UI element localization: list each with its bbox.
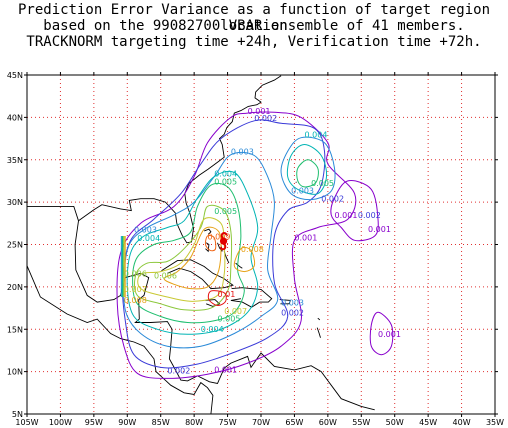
contour-label: 0.001 <box>294 233 317 242</box>
contour-label: 0.006 <box>154 271 177 280</box>
x-tick-label: 35W <box>486 418 504 427</box>
x-tick-label: 55W <box>352 418 370 427</box>
x-tick-label: 80W <box>185 418 203 427</box>
contour-label: 0.003 <box>231 148 254 157</box>
contour-line <box>133 204 233 311</box>
axis-ticks: 105W 100W 95W 90W 85W 80W 75W 70W 65W 60W 55W 50W 45… <box>7 71 504 427</box>
contour-label: 0.005 <box>214 177 237 186</box>
x-tick-label: 45W <box>419 418 437 427</box>
coastline <box>235 262 243 269</box>
storm-marker-layer <box>219 232 228 251</box>
contour-label: 0.002 <box>281 309 304 318</box>
contour-line <box>204 235 217 252</box>
coastline <box>316 327 321 338</box>
contour-label: 0.005 <box>214 207 237 216</box>
coastline <box>279 299 292 305</box>
plot-title-line-1: Prediction Error Variance as a function … <box>17 2 490 34</box>
y-tick-label: 15N <box>7 325 23 334</box>
plot-title-line-2: based on the 99082700 VBAR ensemble of 4… <box>43 18 465 34</box>
contour-label: 0.002 <box>254 114 277 123</box>
y-tick-label: 40N <box>7 113 23 122</box>
contour-line <box>369 311 394 356</box>
contour-line <box>123 151 279 349</box>
contour-line <box>132 182 245 324</box>
hurricane-symbol-arm <box>220 232 228 239</box>
contour-label: 0.01 <box>218 290 236 299</box>
coastline <box>317 317 321 321</box>
contour-line <box>296 159 319 188</box>
x-tick-label: 40W <box>453 418 471 427</box>
hurricane-symbol-arm <box>219 243 227 251</box>
x-tick-label: 50W <box>386 418 404 427</box>
contour-label: 0.001 <box>368 225 391 234</box>
contour-line <box>233 246 256 273</box>
contour-label: 0.004 <box>137 234 160 243</box>
contour-label: 0.008 <box>241 245 264 254</box>
coastline <box>230 287 273 308</box>
lat-lon-grid <box>27 75 495 414</box>
x-tick-label: 100W <box>49 418 72 427</box>
contour-line <box>163 226 222 290</box>
y-tick-label: 25N <box>7 241 23 250</box>
contour-line <box>126 170 259 335</box>
coastline <box>205 242 210 253</box>
contour-label: 0.003 <box>281 299 304 308</box>
coastline <box>78 75 282 244</box>
contour-label: 0.001 <box>335 211 358 220</box>
coastline <box>161 259 234 290</box>
contour-label: 0.002 <box>321 194 344 203</box>
contour-label: 0.004 <box>214 170 237 179</box>
y-tick-label: 35N <box>7 156 23 165</box>
coastline <box>295 181 297 183</box>
contour-label: 0.001 <box>248 107 271 116</box>
x-tick-label: 65W <box>285 418 303 427</box>
contour-label: 0.001 <box>214 366 237 375</box>
contour-line <box>121 119 326 369</box>
contour-label: 0.007 <box>124 285 147 294</box>
x-tick-label: 90W <box>118 418 136 427</box>
contour-label: 0.002 <box>167 366 190 375</box>
y-tick-label: 5N <box>12 410 23 419</box>
contour-label: 0.006 <box>124 270 147 279</box>
x-tick-label: 60W <box>319 418 337 427</box>
coastline <box>204 228 212 235</box>
coastline <box>205 299 221 307</box>
contour-label: 0.004 <box>201 325 224 334</box>
coastline <box>27 205 79 221</box>
contour-line <box>207 290 227 307</box>
contour-label: 0.004 <box>305 131 328 140</box>
contour-label: 0.009 <box>208 232 231 241</box>
x-tick-label: 105W <box>15 418 38 427</box>
contour-label: 0.005 <box>218 315 241 324</box>
contour-label: 0.007 <box>224 307 247 316</box>
contour-label: 0.001 <box>378 330 401 339</box>
x-tick-label: 95W <box>85 418 103 427</box>
contour-lines <box>116 111 394 379</box>
contour-line <box>286 143 328 195</box>
contour-label: 0.003 <box>291 187 314 196</box>
y-tick-label: 20N <box>7 283 23 292</box>
x-tick-label: 70W <box>252 418 270 427</box>
contour-line <box>280 136 336 201</box>
contour-label: 0.002 <box>358 211 381 220</box>
hurricane-symbol-icon <box>219 237 228 245</box>
x-tick-label: 85W <box>152 418 170 427</box>
y-tick-label: 45N <box>7 71 23 80</box>
contour-label: 0.003 <box>134 226 157 235</box>
plot-title-line-3: TRACKNORM targeting time +24h, Verificat… <box>26 34 482 50</box>
contour-label: 0.005 <box>311 179 334 188</box>
x-tick-label: 75W <box>219 418 237 427</box>
contour-line <box>330 180 379 242</box>
y-tick-label: 10N <box>7 368 23 377</box>
contour-line <box>116 111 357 379</box>
coastline <box>27 265 214 414</box>
y-tick-label: 30N <box>7 198 23 207</box>
contour-label: 0.008 <box>124 296 147 305</box>
